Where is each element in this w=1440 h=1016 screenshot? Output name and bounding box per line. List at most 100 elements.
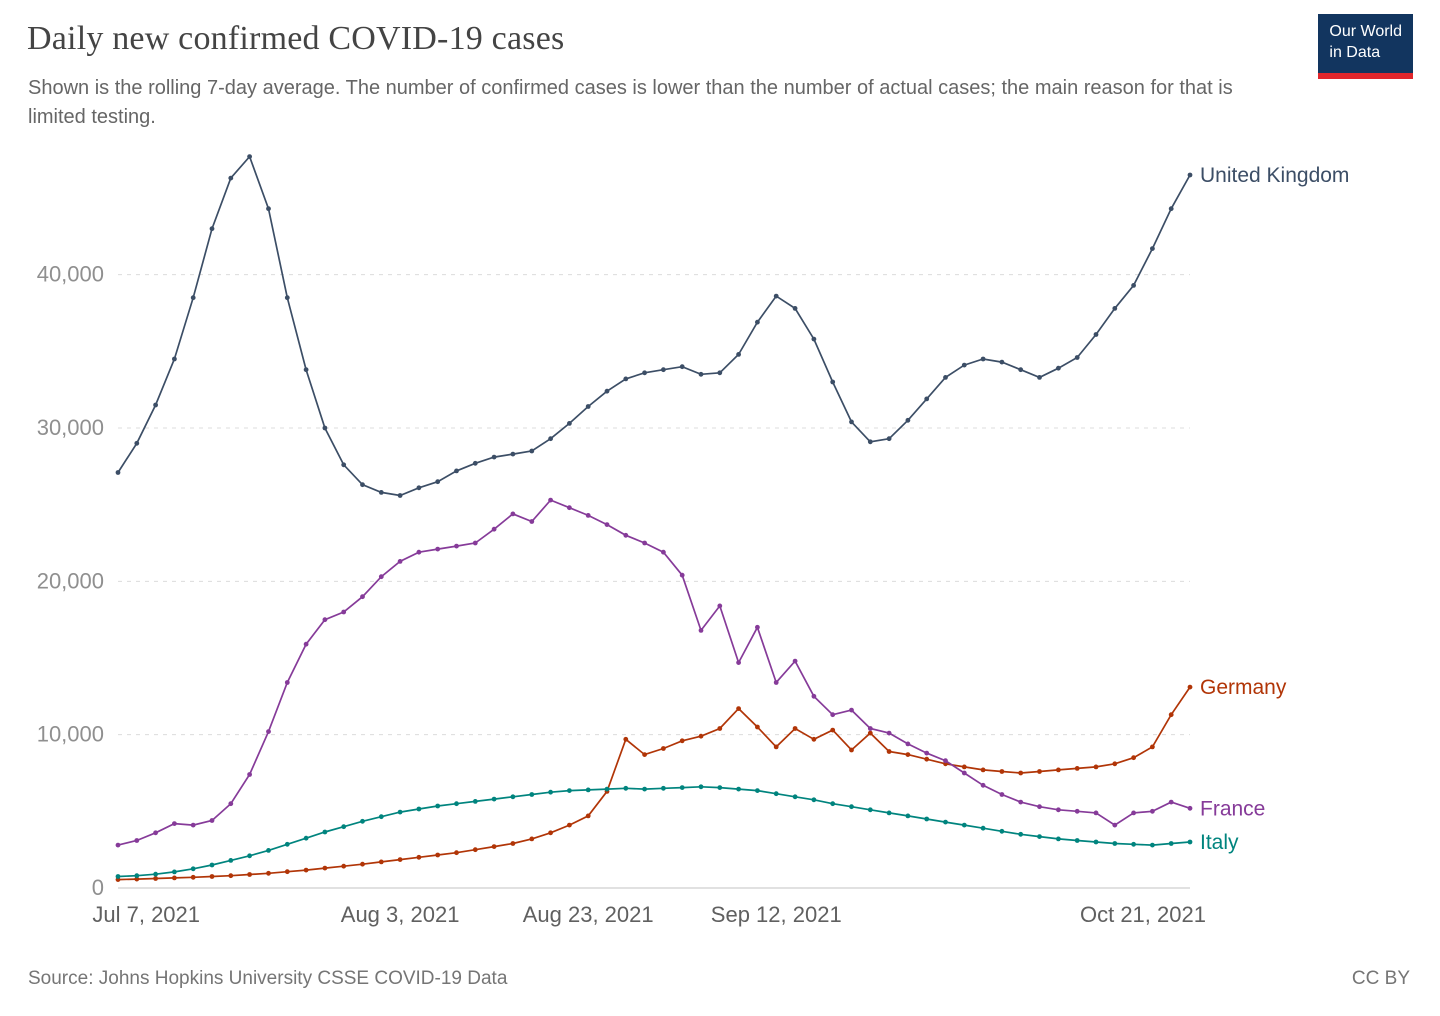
series-point-france — [924, 750, 930, 756]
series-point-germany — [1150, 744, 1155, 750]
y-axis-tick-label: 10,000 — [37, 722, 104, 747]
series-point-italy — [1150, 842, 1155, 848]
series-point-united-kingdom — [698, 371, 704, 377]
series-point-france — [980, 782, 986, 788]
series-point-germany — [679, 738, 685, 744]
series-point-united-kingdom — [153, 402, 159, 408]
series-point-united-kingdom — [792, 306, 798, 311]
series-label-italy[interactable]: Italy — [1200, 831, 1239, 854]
series-point-italy — [717, 785, 723, 790]
series-point-france — [1112, 822, 1118, 828]
series-point-france — [472, 540, 478, 546]
series-point-germany — [961, 764, 967, 770]
source-link[interactable]: Source: Johns Hopkins University CSSE CO… — [28, 968, 508, 989]
series-label-france[interactable]: France — [1200, 797, 1265, 820]
series-line-france — [117, 499, 1191, 846]
series-point-united-kingdom — [943, 375, 948, 380]
series-point-united-kingdom — [642, 370, 647, 376]
series-point-united-kingdom — [585, 404, 591, 409]
series-point-united-kingdom — [679, 364, 685, 370]
owid-logo-line2: in Data — [1329, 43, 1381, 61]
series-point-france — [698, 628, 704, 633]
series-point-united-kingdom — [567, 421, 572, 426]
series-label-united-kingdom[interactable]: United Kingdom — [1200, 164, 1349, 187]
series-point-germany — [134, 876, 140, 882]
series-point-germany — [510, 841, 516, 846]
series-point-united-kingdom — [491, 454, 497, 460]
series-point-france — [115, 842, 121, 848]
series-point-germany — [416, 854, 422, 860]
series-point-germany — [736, 706, 741, 711]
series-point-germany — [698, 733, 704, 739]
series-point-italy — [773, 791, 779, 797]
series-point-france — [322, 617, 328, 623]
series-point-united-kingdom — [999, 359, 1005, 365]
x-axis-tick-label: Jul 7, 2021 — [92, 902, 200, 927]
series-point-germany — [190, 874, 196, 880]
series-point-italy — [811, 797, 817, 803]
series-point-united-kingdom — [548, 436, 553, 442]
series-point-italy — [266, 848, 271, 853]
series-point-france — [886, 730, 892, 736]
series-point-united-kingdom — [661, 367, 666, 373]
series-point-italy — [510, 794, 516, 800]
series-point-italy — [642, 786, 647, 792]
series-point-france — [661, 549, 666, 555]
series-point-united-kingdom — [1112, 306, 1118, 311]
series-point-italy — [360, 818, 365, 824]
series-point-france — [736, 660, 741, 665]
series-point-united-kingdom — [247, 154, 253, 160]
series-point-france — [1074, 808, 1080, 814]
series-point-united-kingdom — [266, 206, 271, 212]
series-point-germany — [1037, 769, 1042, 774]
series-point-germany — [1018, 770, 1024, 776]
series-point-italy — [698, 784, 704, 790]
series-point-italy — [548, 789, 553, 795]
series-point-france — [247, 772, 253, 777]
series-line-united-kingdom — [117, 154, 1191, 497]
series-point-france — [1187, 805, 1193, 811]
series-point-united-kingdom — [961, 362, 967, 368]
series-point-germany — [491, 844, 497, 849]
series-point-italy — [755, 788, 760, 793]
series-point-france — [1131, 810, 1136, 816]
series-point-germany — [642, 752, 647, 757]
series-point-united-kingdom — [736, 352, 741, 357]
owid-logo[interactable]: Our World in Data — [1318, 14, 1413, 79]
series-point-germany — [172, 875, 177, 881]
series-point-united-kingdom — [924, 396, 930, 402]
series-point-united-kingdom — [115, 470, 121, 475]
series-point-italy — [491, 796, 497, 802]
series-point-france — [360, 594, 365, 600]
license-link[interactable]: CC BY — [1351, 968, 1410, 989]
series-point-united-kingdom — [322, 425, 328, 431]
series-point-united-kingdom — [1131, 283, 1136, 288]
y-axis-tick-label: 30,000 — [37, 415, 104, 440]
series-point-united-kingdom — [867, 439, 873, 445]
series-point-united-kingdom — [1187, 172, 1193, 178]
series-point-germany — [1056, 767, 1061, 773]
y-axis-tick-label: 40,000 — [37, 262, 104, 287]
series-point-united-kingdom — [980, 356, 986, 362]
series-point-italy — [792, 794, 798, 800]
series-point-italy — [341, 824, 347, 830]
series-point-germany — [209, 874, 215, 879]
series-point-united-kingdom — [510, 451, 516, 457]
series-point-france — [1037, 804, 1042, 810]
series-point-france — [1093, 810, 1099, 816]
series-line-germany — [117, 686, 1191, 881]
series-point-italy — [1168, 841, 1174, 846]
series-point-italy — [585, 787, 591, 793]
series-point-germany — [454, 850, 459, 856]
series-point-united-kingdom — [529, 448, 535, 454]
series-point-germany — [284, 869, 290, 875]
series-point-france — [943, 758, 948, 764]
series-point-germany — [980, 767, 986, 773]
series-label-germany[interactable]: Germany — [1200, 676, 1287, 699]
series-point-germany — [773, 744, 779, 750]
series-point-france — [867, 726, 873, 731]
series-point-germany — [717, 726, 723, 731]
series-point-united-kingdom — [604, 388, 610, 394]
series-point-united-kingdom — [905, 417, 911, 423]
series-point-italy — [472, 799, 478, 804]
